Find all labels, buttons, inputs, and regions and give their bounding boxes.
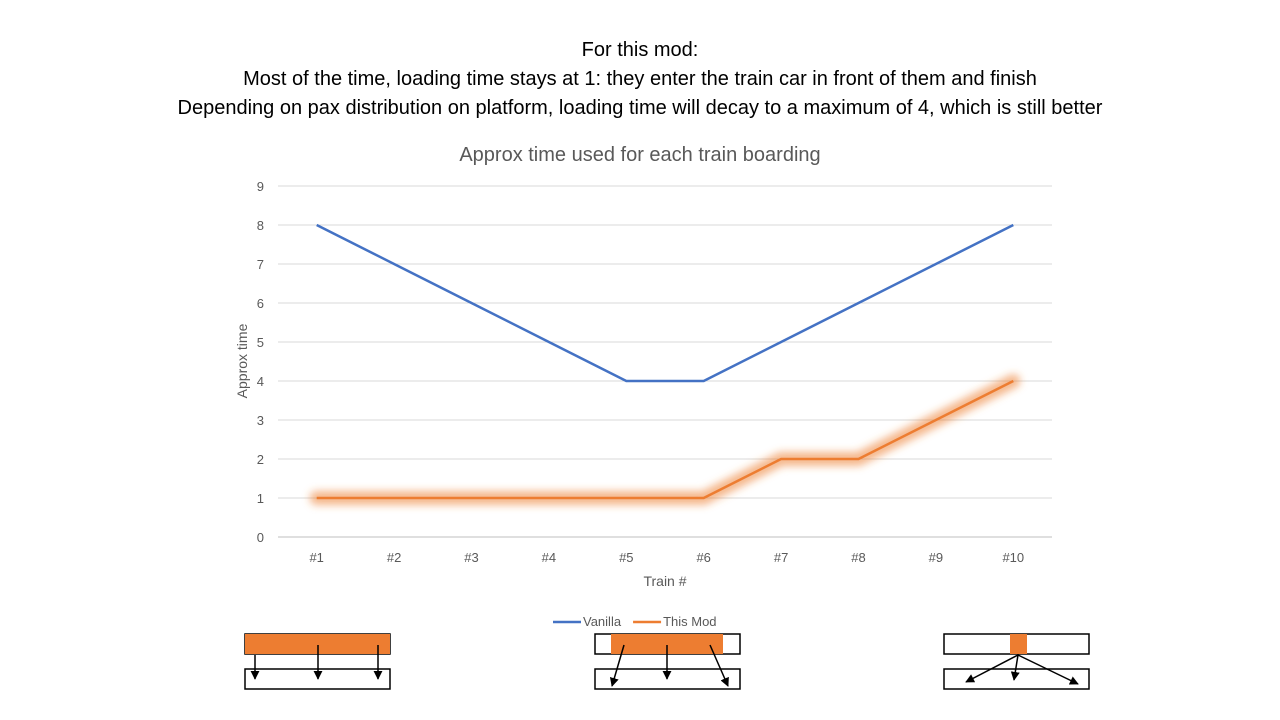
chart-title: Approx time used for each train boarding	[459, 144, 820, 166]
passenger-fill	[611, 634, 723, 654]
series-glow-1	[309, 374, 1021, 505]
header-line-2: Most of the time, loading time stays at …	[243, 68, 1037, 90]
y-tick-label: 3	[257, 413, 264, 428]
y-tick-label: 0	[257, 530, 264, 545]
boarding-arrow	[1010, 654, 1020, 681]
header-line-3: Depending on pax distribution on platfor…	[177, 97, 1103, 119]
x-tick-label: #2	[387, 550, 401, 565]
y-tick-label: 7	[257, 257, 264, 272]
legend: Vanilla This Mod	[553, 614, 717, 629]
series-lines	[309, 223, 1021, 505]
y-tick-label: 2	[257, 452, 264, 467]
x-tick-label: #1	[309, 550, 323, 565]
y-tick-label: 5	[257, 335, 264, 350]
y-tick-label: 9	[257, 179, 264, 194]
series-line-0	[316, 223, 1014, 383]
x-tick-label: #5	[619, 550, 633, 565]
passenger-fill	[1010, 634, 1027, 654]
y-tick-label: 4	[257, 374, 264, 389]
y-axis-label: Approx time	[234, 323, 250, 398]
header-line-1: For this mod:	[581, 39, 699, 61]
y-tick-label: 6	[257, 296, 264, 311]
x-axis-ticks: #1 #2 #3 #4 #5 #6 #7 #8 #9 #10	[309, 550, 1024, 565]
x-tick-label: #3	[464, 550, 478, 565]
boarding-arrow	[609, 644, 625, 687]
x-tick-label: #4	[542, 550, 556, 565]
y-tick-label: 1	[257, 491, 264, 506]
x-tick-label: #8	[851, 550, 865, 565]
x-axis-label: Train #	[643, 573, 686, 589]
legend-label-1: This Mod	[663, 614, 716, 629]
x-tick-label: #6	[696, 550, 710, 565]
boarding-arrow	[709, 644, 729, 687]
header-text: For this mod: Most of the time, loading …	[0, 36, 1280, 123]
boarding-diagram-full-width-boarding	[244, 633, 391, 690]
boarding-diagrams	[244, 633, 1090, 690]
series-line-1	[316, 379, 1014, 500]
gridlines	[278, 185, 1052, 538]
x-tick-label: #7	[774, 550, 788, 565]
boarding-diagram-partial-width-boarding	[594, 633, 741, 690]
boarding-arrow	[965, 654, 1019, 683]
x-tick-label: #9	[929, 550, 943, 565]
x-tick-label: #10	[1002, 550, 1024, 565]
boarding-arrow	[1017, 654, 1079, 685]
boarding-diagram-narrow-boarding	[943, 633, 1090, 690]
passenger-fill	[245, 634, 390, 654]
legend-label-0: Vanilla	[583, 614, 622, 629]
y-axis-ticks: 0 1 2 3 4 5 6 7 8 9	[257, 179, 264, 545]
y-tick-label: 8	[257, 218, 264, 233]
